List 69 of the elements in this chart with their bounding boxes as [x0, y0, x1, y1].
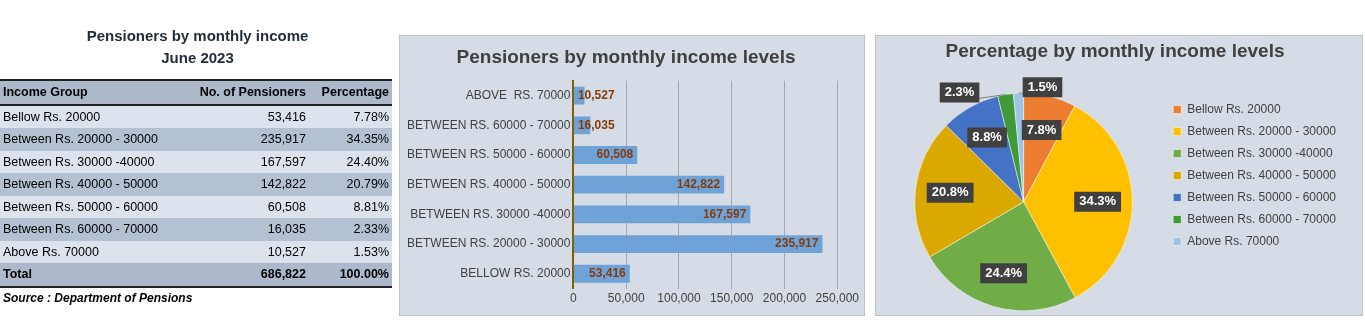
y-tick-label: BETWEEN RS. 50000 - 60000 [406, 147, 571, 162]
data-label: 7.8% [1026, 121, 1057, 137]
data-label: 20.8% [931, 184, 970, 200]
category-label: Between Rs. 60000 - 70000 [0, 218, 183, 241]
data-label: 24.4% [985, 264, 1023, 280]
data-label: 20.79% [308, 173, 392, 196]
category-label: Between Rs. 20000 - 30000 [0, 128, 183, 151]
y-tick-label: BETWEEN RS. 30000 -40000 [410, 206, 571, 221]
data-label: 235,917 [182, 128, 309, 151]
text: Pensioners by monthly income [85, 26, 310, 46]
category-label: Between Rs. 30000 -40000 [0, 150, 183, 173]
chart-title: Pensioners by monthly income levels [456, 45, 796, 67]
data-label: 53,416 [182, 104, 309, 128]
y-tick-label: BETWEEN RS. 40000 - 50000 [406, 177, 571, 192]
data-label: 16,035 [577, 117, 615, 132]
y-tick-label: BETWEEN RS. 20000 - 30000 [406, 236, 571, 251]
data-label: 34.3% [1079, 193, 1117, 209]
y-tick-label: BELLOW RS. 20000 [460, 266, 571, 281]
x-tick-label: 50,000 [607, 291, 645, 306]
data-label: 24.40% [308, 150, 392, 173]
legend-label: Between Rs. 50000 - 60000 [1187, 189, 1337, 204]
data-label: 2.33% [308, 218, 392, 241]
source-note: Source : Department of Pensions [2, 290, 194, 305]
data-label: 142,822 [676, 177, 721, 192]
chart-title: Percentage by monthly income levels [945, 39, 1285, 61]
data-label: 235,917 [775, 236, 819, 251]
data-label: 16,035 [182, 218, 309, 241]
data-label: 142,822 [182, 173, 309, 196]
data-label: 167,597 [182, 150, 309, 173]
category-label: Bellow Rs. 20000 [0, 104, 183, 128]
text: Income Group [0, 80, 183, 105]
legend-label: Between Rs. 20000 - 30000 [1187, 123, 1337, 138]
bar [573, 235, 823, 253]
data-label: 1.53% [308, 240, 392, 263]
legend-label: Bellow Rs. 20000 [1187, 101, 1281, 116]
data-label: 2.3% [944, 84, 975, 100]
data-label: 686,822 [182, 263, 309, 287]
data-label: 8.81% [308, 195, 392, 218]
x-tick-label: 150,000 [710, 291, 754, 306]
legend-label: Between Rs. 30000 -40000 [1187, 145, 1333, 160]
category-label: Between Rs. 40000 - 50000 [0, 173, 183, 196]
y-tick-label: BETWEEN RS. 60000 - 70000 [406, 117, 571, 132]
x-tick-label: 0 [570, 291, 578, 306]
legend-label: Above Rs. 70000 [1187, 233, 1280, 248]
category-label: Total [0, 263, 183, 287]
data-label: 60,508 [596, 147, 634, 162]
bar [573, 205, 751, 224]
data-label: 53,416 [589, 266, 627, 281]
bar [573, 175, 725, 194]
data-label: 1.5% [1027, 78, 1058, 94]
data-label: 7.78% [308, 104, 392, 128]
category-label: Above Rs. 70000 [0, 240, 183, 263]
series-label: No. of Pensioners [182, 80, 309, 105]
data-label: 8.8% [972, 129, 1003, 145]
data-label: 167,597 [702, 206, 747, 221]
legend-label: Between Rs. 40000 - 50000 [1187, 167, 1337, 182]
x-tick-label: 100,000 [657, 291, 701, 306]
x-tick-label: 250,000 [815, 291, 860, 306]
data-label: 34.35% [308, 128, 392, 151]
series-label: Percentage [308, 80, 392, 105]
data-label: 10,527 [182, 240, 309, 263]
text: June 2023 [160, 48, 235, 68]
legend-label: Between Rs. 60000 - 70000 [1187, 211, 1337, 226]
y-tick-label: ABOVE RS. 70000 [465, 87, 571, 102]
x-tick-label: 200,000 [762, 291, 807, 306]
data-label: 60,508 [182, 195, 309, 218]
data-label: 10,527 [577, 87, 615, 102]
data-label: 100.00% [308, 263, 392, 287]
category-label: Between Rs. 50000 - 60000 [0, 195, 183, 218]
